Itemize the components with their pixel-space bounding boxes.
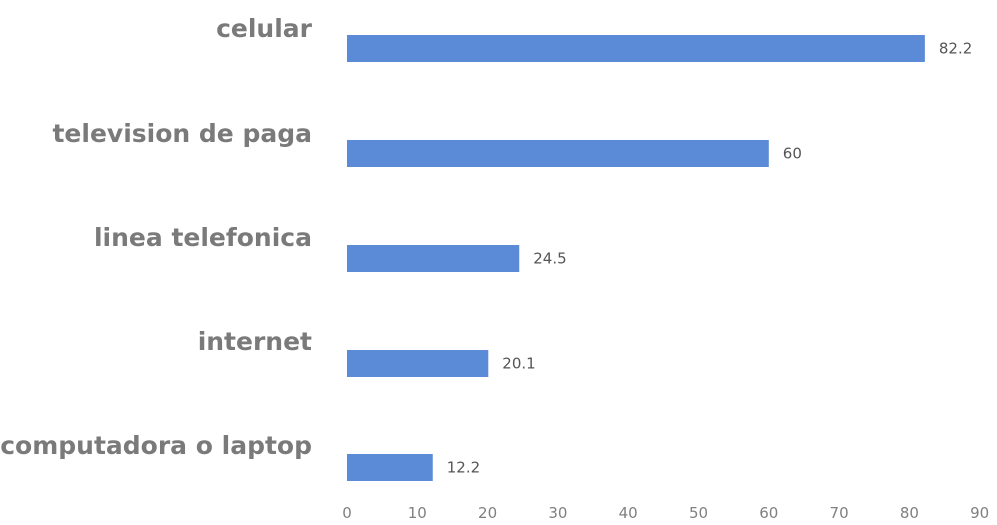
bars-layer: [347, 35, 925, 481]
x-tick-label-0: 0: [342, 504, 352, 522]
value-label-television-de-paga: 60: [783, 145, 802, 163]
category-label-internet: internet: [198, 327, 312, 356]
value-label-linea-telefonica: 24.5: [533, 250, 566, 268]
x-tick-label-30: 30: [548, 504, 567, 522]
bar-celular: [347, 35, 925, 62]
x-axis-ticks: 0 10 20 30 40 50 60 70 80 90: [342, 504, 989, 522]
bar-internet: [347, 350, 489, 377]
category-labels: celular television de paga linea telefonic…: [0, 14, 312, 460]
category-label-celular: celular: [216, 14, 313, 43]
category-label-computadora-o-laptop: computadora o laptop: [0, 431, 312, 460]
x-tick-label-40: 40: [619, 504, 638, 522]
value-label-computadora-o-laptop: 12.2: [447, 459, 480, 477]
category-label-linea-telefonica: linea telefonica: [94, 223, 312, 252]
x-tick-label-60: 60: [759, 504, 778, 522]
category-label-television-de-paga: television de paga: [52, 119, 312, 148]
value-label-internet: 20.1: [502, 355, 535, 373]
x-tick-label-80: 80: [900, 504, 919, 522]
value-labels: 82.2 60 24.5 20.1 12.2: [447, 40, 973, 477]
bar-computadora-o-laptop: [347, 454, 433, 481]
x-tick-label-90: 90: [970, 504, 989, 522]
x-tick-label-10: 10: [408, 504, 427, 522]
x-tick-label-50: 50: [689, 504, 708, 522]
bar-linea-telefonica: [347, 245, 520, 272]
x-tick-label-70: 70: [830, 504, 849, 522]
x-tick-label-20: 20: [478, 504, 497, 522]
value-label-celular: 82.2: [939, 40, 972, 58]
bar-television-de-paga: [347, 140, 769, 167]
